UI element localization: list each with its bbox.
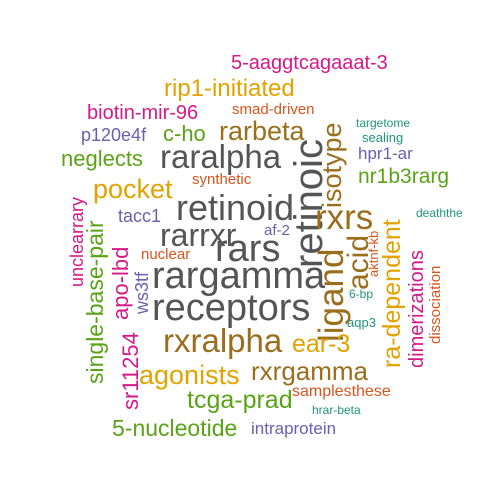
word-ra-dependent: ra-dependent [378, 219, 406, 368]
word-deaththe: deaththe [416, 206, 463, 220]
word-pocket: pocket [93, 174, 173, 204]
word-tacc1: tacc1 [118, 206, 162, 226]
word-smad-driven: smad-driven [232, 101, 315, 118]
word-synthetic: synthetic [192, 171, 252, 188]
word-6-bp: 6-bp [349, 287, 374, 301]
word-rars: rars [215, 228, 281, 270]
word-neglects: neglects [61, 146, 143, 171]
word-rarbeta: rarbeta [219, 116, 305, 146]
word-nr1b3rarg: nr1b3rarg [358, 165, 450, 188]
word-sealing: sealing [362, 130, 404, 145]
word-hpr1-ar: hpr1-ar [358, 144, 413, 163]
word-samplesthese: samplesthese [292, 383, 391, 400]
word-tcga-prad: tcga-prad [187, 386, 293, 414]
word-hrar-beta: hrar-beta [312, 403, 361, 417]
word-p120e4f: p120e4f [81, 125, 147, 145]
word-c-ho: c-ho [163, 121, 206, 146]
word-receptors: receptors [152, 287, 311, 329]
word-intraprotein: intraprotein [251, 419, 337, 438]
word-apo-lbd: apo-lbd [108, 246, 133, 320]
word-rip1-initiated: rip1-initiated [164, 75, 295, 102]
word-dimerizations: dimerizations [406, 250, 428, 368]
word-ws3tf: ws3tf [132, 271, 152, 314]
word-ear-3: ear-3 [292, 330, 351, 358]
word-aqp3: aqp3 [347, 315, 376, 330]
word-af-2: af-2 [264, 222, 290, 239]
word-rxrgamma: rxrgamma [251, 356, 369, 386]
word-single-base-pair: single-base-pair [82, 220, 108, 384]
word-biotin-mir-96: biotin-mir-96 [87, 102, 199, 124]
word-5-nucleotide: 5-nucleotide [112, 415, 238, 441]
word-rxrs: rxrs [315, 198, 374, 237]
word-aktnf-kb: aktnf-kb [366, 230, 381, 277]
word-rxralpha: rxralpha [163, 322, 283, 359]
word-raralpha: raralpha [160, 138, 282, 175]
word-retinoid: retinoid [176, 187, 295, 228]
word-agonists: agonists [139, 360, 240, 390]
word-targetome: targetome [356, 116, 411, 130]
word-rargamma: rargamma [152, 255, 326, 297]
word-dissociation: dissociation [427, 265, 444, 344]
word-nuclear: nuclear [141, 246, 191, 263]
word-ligand: ligand [312, 248, 351, 342]
word-5-aaggtcagaaat-3: 5-aaggtcagaaat-3 [231, 52, 388, 74]
word-rarrxr: rarrxr [160, 217, 237, 253]
